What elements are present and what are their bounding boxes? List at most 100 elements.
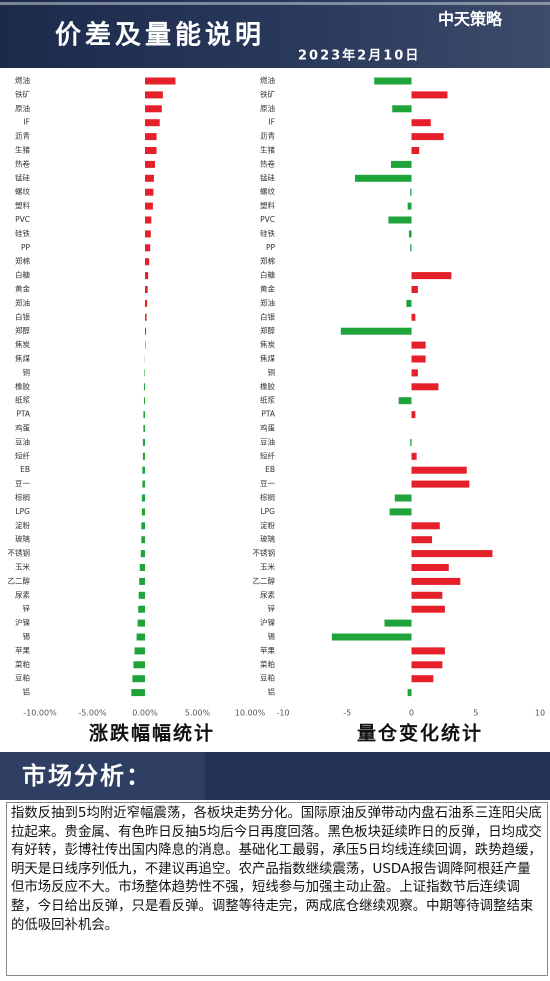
category-label: 豆一 <box>260 479 275 488</box>
bar <box>411 133 444 141</box>
category-label: 铝 <box>268 687 276 697</box>
category-label: 塑料 <box>15 200 30 210</box>
category-label: 焦炭 <box>15 339 30 349</box>
category-label: 锰硅 <box>15 172 30 182</box>
bar <box>141 536 145 544</box>
category-label: 铜 <box>23 367 31 377</box>
bar <box>145 341 146 349</box>
bar <box>394 494 412 502</box>
category-label: 沪镍 <box>15 617 30 627</box>
category-label: 郑棉 <box>260 256 275 266</box>
bar <box>143 411 145 419</box>
bar <box>411 577 461 585</box>
category-label: 玉米 <box>15 562 30 572</box>
x-tick-label: -5 <box>343 709 351 718</box>
category-label: 橡胶 <box>260 381 275 391</box>
category-label: 豆粕 <box>260 673 275 683</box>
bar <box>138 605 145 613</box>
section-title: 市场分析： <box>22 762 152 790</box>
category-label: 白糖 <box>260 270 275 280</box>
bar <box>411 591 443 599</box>
category-label: 硅铁 <box>15 228 30 238</box>
bar <box>145 77 176 85</box>
bar <box>411 661 443 669</box>
category-label: 郑油 <box>260 297 275 307</box>
category-label: 铁矿 <box>260 89 275 99</box>
bar <box>141 522 145 530</box>
category-label: PVC <box>15 215 30 224</box>
category-label: 玻璃 <box>15 534 30 544</box>
bar <box>145 313 147 321</box>
category-label: 郑醇 <box>260 325 275 335</box>
bar <box>145 286 148 293</box>
bar <box>145 133 157 141</box>
category-label: LPG <box>260 507 275 516</box>
category-label: 黄金 <box>260 284 275 294</box>
bar <box>133 661 145 669</box>
category-label: 白糖 <box>15 270 30 280</box>
bar <box>145 272 149 280</box>
category-label: 锰硅 <box>260 172 275 182</box>
bar <box>143 425 145 432</box>
category-label: 不锈钢 <box>253 548 276 558</box>
x-tick-label: -5.00% <box>78 709 107 718</box>
category-label: 苹果 <box>15 645 30 655</box>
bar <box>411 383 439 391</box>
category-label: 黄金 <box>15 284 30 294</box>
bar <box>142 452 145 460</box>
category-label: 白银 <box>15 311 30 321</box>
category-label: 焦煤 <box>15 353 30 363</box>
category-label: 鸡蛋 <box>15 423 30 433</box>
bar <box>411 522 440 530</box>
category-label: 锡 <box>23 632 31 641</box>
logo: 中天策略 <box>438 10 503 29</box>
category-label: 郑棉 <box>15 256 30 266</box>
category-label: 硅铁 <box>260 228 275 238</box>
category-label: 菜粕 <box>15 659 30 669</box>
bar <box>331 633 412 641</box>
category-label: 豆一 <box>15 479 30 488</box>
category-label: PVC <box>260 215 275 224</box>
category-label: 生猪 <box>15 145 30 155</box>
category-label: 豆油 <box>15 436 30 446</box>
chart-title: 量仓变化统计 <box>357 722 483 745</box>
bar <box>145 174 154 182</box>
category-label: 焦炭 <box>260 339 275 349</box>
category-label: 焦煤 <box>260 353 275 363</box>
category-label: LPG <box>15 507 30 516</box>
x-tick-label: -10 <box>276 709 289 718</box>
bar <box>411 480 470 488</box>
category-label: PTA <box>261 410 276 419</box>
category-label: 塑料 <box>260 200 275 210</box>
bar <box>411 452 417 460</box>
category-label: 淀粉 <box>15 520 30 530</box>
category-label: 玻璃 <box>260 534 275 544</box>
category-label: 郑醇 <box>15 325 30 335</box>
bar <box>408 230 412 238</box>
bar <box>141 508 145 516</box>
bar <box>131 689 145 697</box>
bar <box>392 105 412 113</box>
analysis-text: 指数反抽到5均附近窄幅震荡，各板块走势分化。国际原油反弹带动内盘石油系三连阳尖底… <box>6 802 548 976</box>
bar <box>145 230 151 238</box>
bar <box>411 341 426 349</box>
bar <box>145 105 162 113</box>
x-tick-label: 10 <box>535 709 545 718</box>
category-label: 乙二醇 <box>253 575 276 585</box>
bar <box>390 160 412 168</box>
bar <box>388 216 412 224</box>
category-label: IF <box>23 118 30 127</box>
category-label: 乙二醇 <box>8 575 31 585</box>
category-label: 郑油 <box>15 297 30 307</box>
category-label: 短纤 <box>15 450 30 460</box>
header-title: 价差及量能说明 <box>55 20 265 51</box>
header-stripe <box>0 2 550 5</box>
bar <box>398 397 412 405</box>
bar <box>145 160 155 168</box>
bar <box>145 91 163 99</box>
bar <box>144 369 145 377</box>
bar <box>410 438 412 446</box>
category-label: 螺纹 <box>15 186 30 196</box>
category-label: 燃油 <box>15 75 30 85</box>
